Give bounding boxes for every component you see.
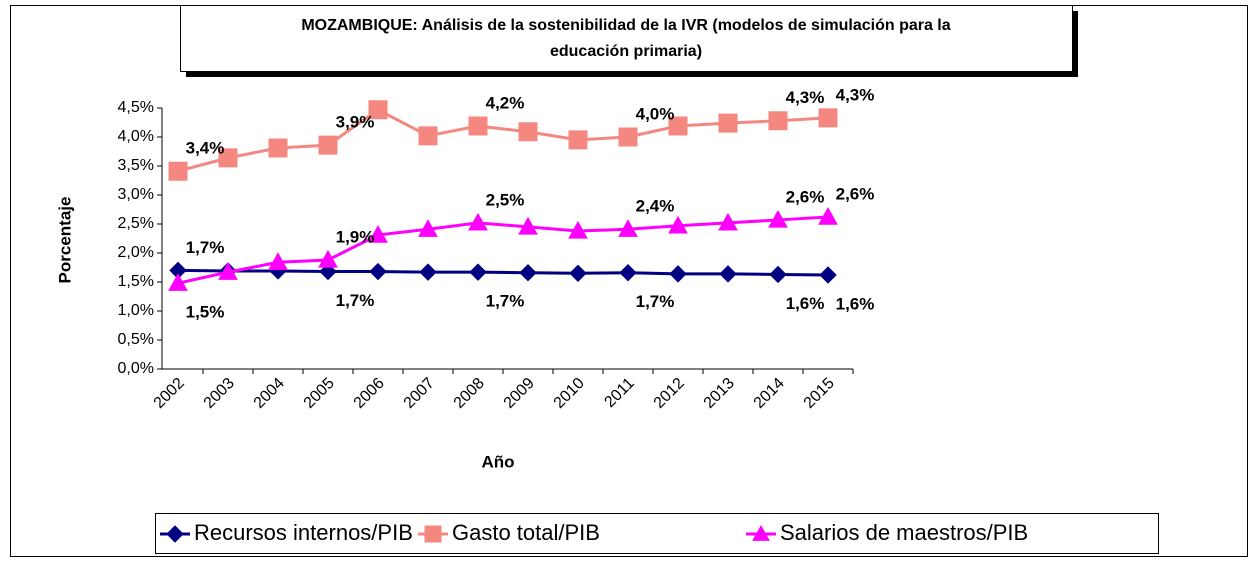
data-label: 1,7% [186,238,225,257]
data-point [819,266,837,284]
y-tick-label: 4,5% [118,99,154,116]
data-label: 2,4% [636,197,675,216]
legend-label: Recursos internos/PIB [194,520,413,545]
y-axis-label: Porcentaje [55,197,74,284]
legend-label: Gasto total/PIB [452,520,600,545]
data-point [818,207,838,225]
legend-box [155,513,1159,554]
legend-marker [166,525,184,543]
y-tick-label: 2,5% [118,215,154,232]
data-point [318,249,338,268]
y-tick-label: 2,0% [118,244,154,261]
y-tick-label: 1,5% [118,273,154,290]
data-point [369,262,387,281]
data-label: 4,3% [786,88,825,107]
data-point [519,264,537,282]
data-label: 1,5% [186,303,225,322]
data-label: 4,0% [636,104,675,123]
data-point [818,108,838,128]
data-point [619,264,637,282]
data-point [419,263,437,281]
data-label: 3,4% [186,139,225,158]
data-point [518,216,538,235]
x-axis-label: Año [481,452,514,471]
data-point [168,273,188,291]
data-point [768,111,788,131]
chart-title: MOZAMBIQUE: Análisis de la sostenibilida… [301,17,950,34]
data-label: 1,9% [336,227,375,246]
data-label: 1,7% [636,292,675,311]
data-point [718,212,738,231]
data-point [718,113,738,133]
data-point [218,262,238,280]
data-point [418,219,438,237]
legend-label: Salarios de maestros/PIB [780,520,1028,545]
y-tick-label: 1,0% [118,302,154,319]
title-box [180,5,1073,72]
data-point [218,148,238,168]
y-tick-label: 4,0% [118,128,154,145]
data-label: 1,7% [336,291,375,310]
data-point [168,161,188,181]
data-point [418,126,438,146]
data-point [518,122,538,142]
data-point [668,116,688,136]
data-point [719,265,737,283]
data-point [668,215,688,234]
chart-border [10,5,1248,557]
data-point [769,265,787,284]
data-point [618,219,638,237]
legend-marker [752,524,770,541]
data-label: 3,9% [336,113,375,132]
data-point [368,224,388,243]
data-label: 2,6% [786,187,825,206]
data-point [618,127,638,147]
data-label: 1,6% [786,294,825,313]
chart-title: educación primaria) [550,43,702,60]
data-point [568,130,588,150]
legend-marker [424,525,442,543]
data-point [268,138,288,158]
y-tick-label: 0,0% [118,360,154,377]
data-point [469,263,487,281]
y-tick-label: 0,5% [118,331,154,348]
data-label: 4,3% [836,85,875,104]
data-label: 2,5% [486,190,525,209]
data-label: 2,6% [836,185,875,204]
data-point [468,212,488,231]
data-label: 1,6% [836,295,875,314]
data-label: 4,2% [486,93,525,112]
y-tick-label: 3,5% [118,157,154,174]
data-point [268,252,288,270]
data-point [368,100,388,120]
data-label: 1,7% [486,292,525,311]
data-point [468,116,488,136]
y-tick-label: 3,0% [118,186,154,203]
data-point [669,265,687,283]
data-point [318,135,338,155]
series-line [177,215,829,285]
data-point [568,220,588,239]
data-point [768,209,788,228]
data-point [569,264,587,283]
